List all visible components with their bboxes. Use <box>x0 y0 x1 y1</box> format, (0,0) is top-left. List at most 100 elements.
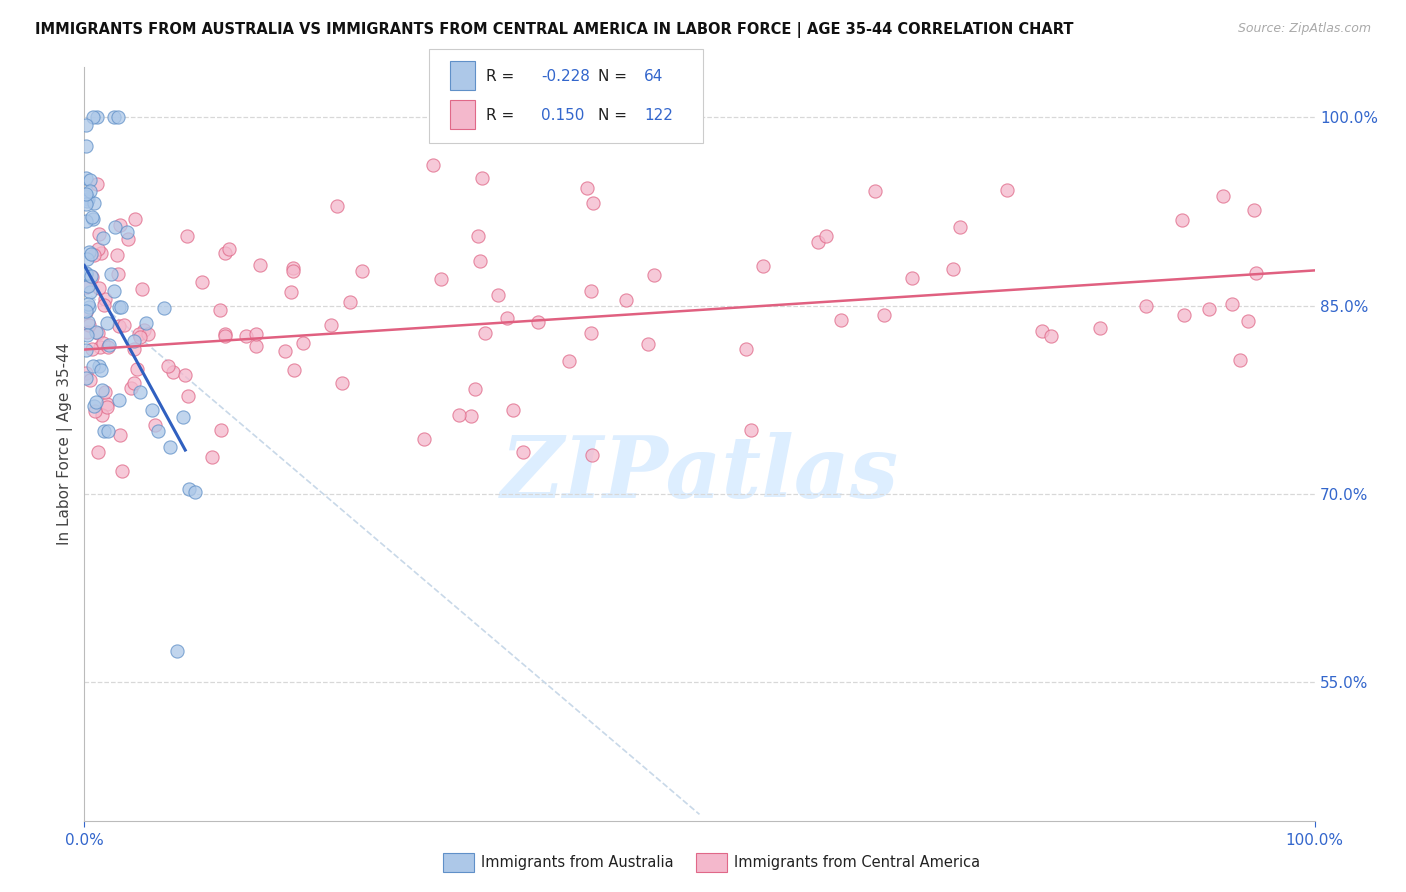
Point <box>86 325 108 339</box>
Point <box>575 181 598 195</box>
Point <box>77 297 100 311</box>
Point <box>1212 189 1234 203</box>
Point <box>83 403 105 417</box>
Point <box>468 254 491 268</box>
Point <box>83 248 105 262</box>
Point <box>752 259 775 273</box>
Point <box>148 424 170 438</box>
Text: R =: R = <box>486 108 515 123</box>
Text: IMMIGRANTS FROM AUSTRALIA VS IMMIGRANTS FROM CENTRAL AMERICA IN LABOR FORCE | AG: IMMIGRANTS FROM AUSTRALIA VS IMMIGRANTS … <box>35 22 1074 38</box>
Point <box>281 264 304 278</box>
Point <box>79 173 101 187</box>
Point <box>214 246 236 260</box>
Point <box>326 199 349 213</box>
Point <box>274 343 297 358</box>
Text: 64: 64 <box>644 69 664 84</box>
Point <box>77 300 100 314</box>
Point <box>87 227 110 241</box>
Point <box>1198 302 1220 317</box>
Point <box>75 343 97 357</box>
Point <box>96 316 118 330</box>
Point <box>174 368 197 383</box>
Point <box>172 410 194 425</box>
Point <box>280 285 302 299</box>
Point <box>942 261 965 276</box>
Point <box>98 338 120 352</box>
Point <box>637 336 659 351</box>
Point <box>176 389 198 403</box>
Point <box>77 244 100 259</box>
Point <box>97 340 120 354</box>
Point <box>614 293 637 308</box>
Point <box>107 319 129 334</box>
Point <box>94 384 117 399</box>
Point <box>91 383 114 397</box>
Point <box>422 158 444 172</box>
Point <box>107 110 129 124</box>
Point <box>93 424 115 438</box>
Point <box>100 267 122 281</box>
Point <box>1031 324 1053 338</box>
Point <box>127 362 149 376</box>
Y-axis label: In Labor Force | Age 35-44: In Labor Force | Age 35-44 <box>58 343 73 545</box>
Point <box>103 110 125 124</box>
Point <box>110 219 132 233</box>
Point <box>1237 314 1260 328</box>
Point <box>75 186 97 201</box>
Point <box>1173 308 1195 322</box>
Point <box>283 260 305 275</box>
Point <box>460 409 482 424</box>
Point <box>350 263 373 277</box>
Point <box>474 326 496 340</box>
Point <box>86 110 108 124</box>
Text: Source: ZipAtlas.com: Source: ZipAtlas.com <box>1237 22 1371 36</box>
Point <box>76 316 98 330</box>
Point <box>948 220 970 235</box>
Point <box>1088 320 1111 334</box>
Point <box>108 428 131 442</box>
Point <box>191 275 214 289</box>
Point <box>111 464 134 478</box>
Point <box>84 395 107 409</box>
Point <box>75 366 97 380</box>
Point <box>76 279 98 293</box>
Point <box>166 644 188 658</box>
Point <box>97 424 120 438</box>
Point <box>75 370 97 384</box>
Point <box>107 248 129 262</box>
Point <box>245 327 267 342</box>
Point <box>131 282 153 296</box>
Point <box>76 328 98 343</box>
Point <box>80 247 103 261</box>
Point <box>1246 266 1268 280</box>
Point <box>339 295 361 310</box>
Point <box>735 343 758 357</box>
Point <box>740 423 762 437</box>
Point <box>108 301 131 315</box>
Point <box>79 184 101 198</box>
Point <box>89 340 111 354</box>
Point <box>143 417 166 432</box>
Point <box>104 220 127 235</box>
Point <box>1135 299 1157 313</box>
Point <box>162 366 184 380</box>
Point <box>141 403 163 417</box>
Point <box>430 272 453 286</box>
Point <box>75 280 97 294</box>
Point <box>93 298 115 312</box>
Point <box>77 192 100 206</box>
Point <box>830 312 852 326</box>
Point <box>643 268 665 282</box>
Point <box>235 328 257 343</box>
Point <box>496 311 519 326</box>
Text: 122: 122 <box>644 108 673 123</box>
Point <box>77 318 100 332</box>
Point <box>75 189 97 203</box>
Point <box>117 225 139 239</box>
Point <box>512 445 534 459</box>
Point <box>159 440 181 454</box>
Text: R =: R = <box>486 69 515 84</box>
Point <box>901 271 924 285</box>
Point <box>292 335 315 350</box>
Point <box>75 196 97 211</box>
